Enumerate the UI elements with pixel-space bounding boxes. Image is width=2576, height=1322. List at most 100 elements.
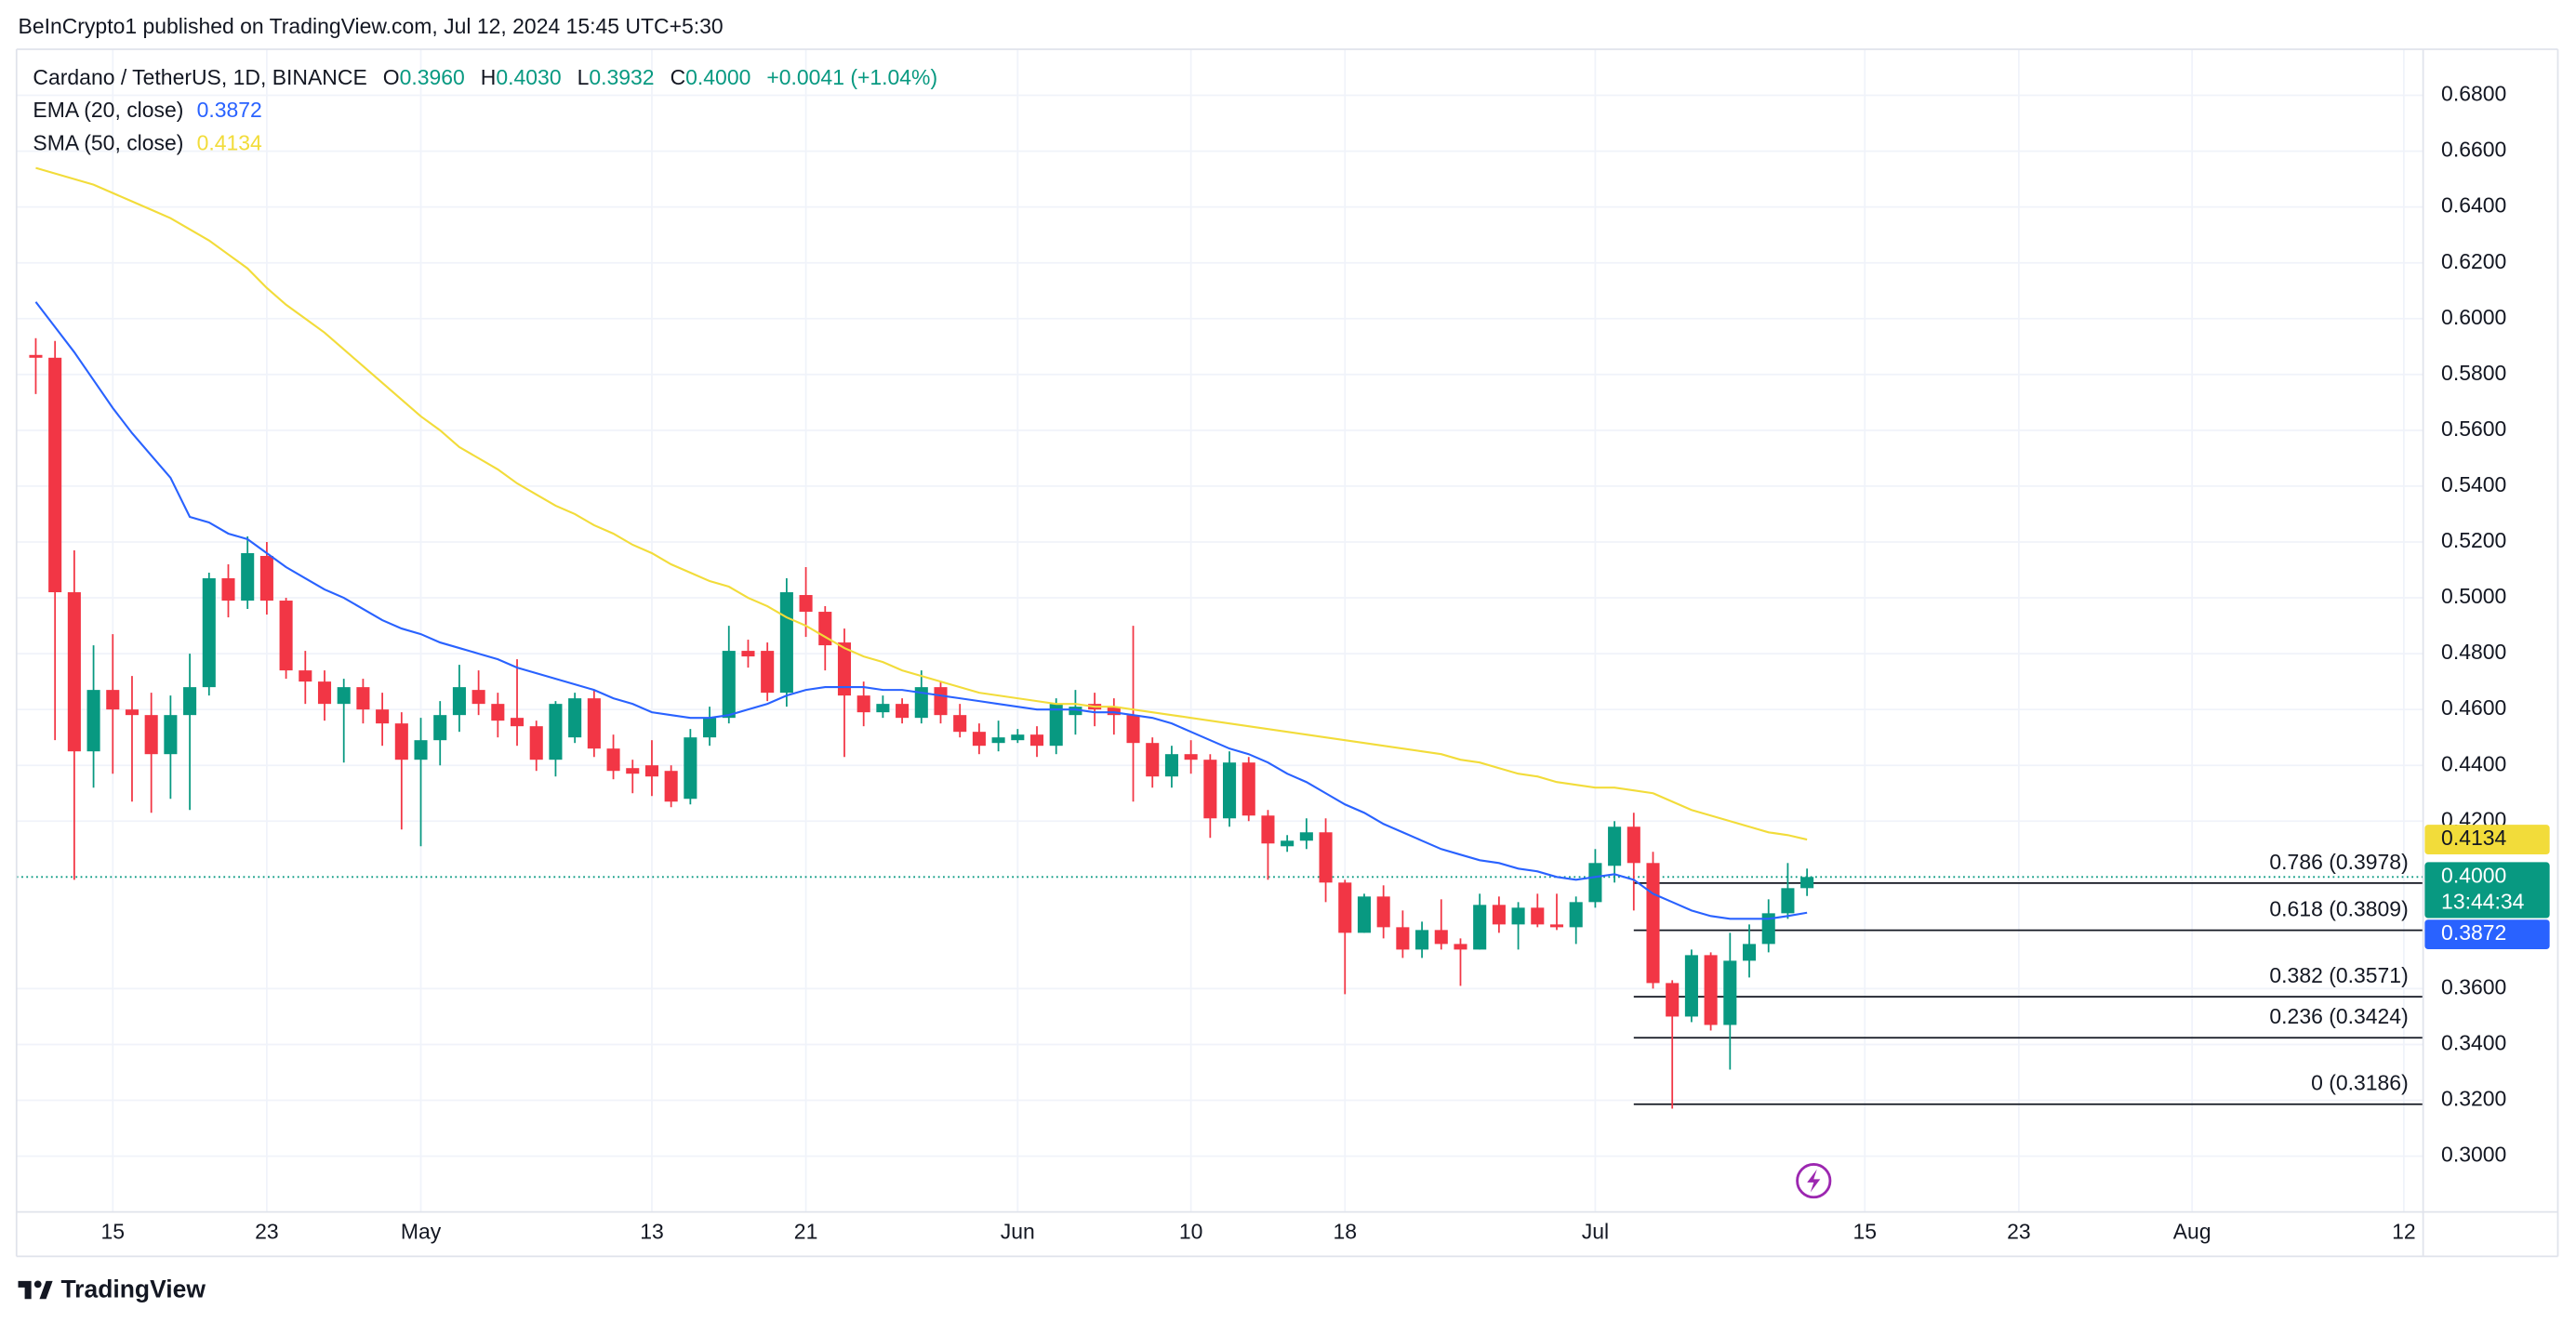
candle-body	[1588, 863, 1602, 903]
candle-body	[934, 687, 948, 716]
legend-change: +0.0041 (+1.04%)	[766, 65, 937, 89]
x-tick-label: 23	[2007, 1220, 2031, 1244]
candle-body	[1319, 832, 1333, 883]
candle-body	[221, 578, 235, 602]
x-tick-label: 10	[1179, 1220, 1203, 1244]
y-tick-label: 0.6800	[2441, 82, 2506, 106]
candle-body	[529, 726, 543, 760]
y-tick-label: 0.5600	[2441, 416, 2506, 441]
indicator-line	[34, 301, 1808, 920]
candle-body	[587, 698, 601, 749]
candle-body	[1531, 907, 1545, 925]
candle-body	[703, 718, 717, 738]
y-tick-label: 0.3400	[2441, 1031, 2506, 1055]
legend-value: 0.4134	[197, 131, 262, 155]
candle-body	[183, 687, 197, 716]
candle-body	[1029, 734, 1044, 747]
fib-label: 0.786 (0.3978)	[2269, 850, 2408, 874]
legend-sma: SMA (50, close) 0.4134	[33, 131, 262, 155]
indicator-line	[35, 166, 1808, 841]
candle-body	[452, 687, 466, 716]
x-tick-label: 15	[1852, 1220, 1877, 1244]
y-tick-label: 0.6000	[2441, 305, 2506, 329]
y-tick-label: 0.6400	[2441, 193, 2506, 218]
x-tick-label: 12	[2392, 1220, 2416, 1244]
header: BeInCrypto1 published on TradingView.com…	[19, 14, 724, 38]
price-label-box	[2424, 862, 2550, 919]
symbol: Cardano / TetherUS, 1D, BINANCE	[33, 65, 366, 89]
candle-body	[241, 552, 255, 602]
candle-body	[1242, 762, 1255, 816]
candle-body	[1684, 955, 1698, 1017]
candle-body	[394, 723, 408, 760]
price-label-text: 0.3872	[2441, 920, 2506, 945]
price-label-text: 0.4134	[2441, 826, 2506, 850]
candle-body	[1203, 760, 1217, 819]
legend-ema: EMA (20, close) 0.3872	[33, 98, 261, 122]
candle-body	[317, 681, 332, 705]
legend-name: SMA (50, close)	[33, 131, 183, 155]
legend-key: L	[578, 65, 590, 89]
candle-body	[722, 651, 736, 719]
candle-body	[1299, 832, 1313, 841]
fib-label: 0.382 (0.3571)	[2269, 963, 2408, 987]
candle-body	[664, 771, 678, 802]
candle-body	[914, 687, 928, 719]
candle-body	[684, 737, 697, 800]
candle-body	[856, 695, 870, 713]
candle-body	[1492, 905, 1506, 925]
candle-body	[972, 732, 986, 747]
candle-body	[106, 690, 120, 710]
fib-label: 0.618 (0.3809)	[2269, 897, 2408, 921]
candle-body	[1011, 734, 1025, 741]
x-tick-label: 15	[101, 1220, 126, 1244]
candle-body	[279, 601, 293, 671]
candle-body	[510, 718, 524, 727]
y-tick-label: 0.5000	[2441, 584, 2506, 608]
x-tick-label: Aug	[2173, 1220, 2211, 1244]
fib-label: 0.236 (0.3424)	[2269, 1004, 2408, 1028]
candle-body	[1742, 944, 1757, 961]
price-label-box	[2424, 825, 2550, 854]
candle-body	[1627, 826, 1640, 864]
y-tick-label: 0.4600	[2441, 695, 2506, 720]
candle-body	[491, 704, 505, 721]
x-tick-label: 18	[1333, 1220, 1357, 1244]
candle-body	[125, 709, 139, 716]
candle-body	[1454, 944, 1467, 950]
candle-body	[1511, 907, 1525, 925]
y-tick-label: 0.5200	[2441, 528, 2506, 552]
candle-body	[1434, 930, 1448, 945]
price-label-text: 0.4000	[2441, 863, 2506, 887]
candle-body	[1608, 826, 1622, 866]
footer-brand: TradingView	[60, 1275, 206, 1302]
candle-body	[337, 687, 351, 705]
candle-body	[356, 687, 370, 710]
candle-body	[471, 690, 485, 705]
candle-body	[1800, 877, 1814, 889]
candle-body	[818, 612, 832, 646]
x-tick-label: 23	[255, 1220, 279, 1244]
legend-key: H	[481, 65, 497, 89]
x-tick-label: 13	[640, 1220, 664, 1244]
candle-body	[1569, 902, 1583, 928]
x-tick-label: May	[401, 1220, 442, 1244]
event-icon[interactable]	[1796, 1163, 1832, 1199]
candle-body	[433, 715, 447, 741]
event-bolt	[1807, 1169, 1821, 1193]
candle-body	[991, 737, 1005, 744]
legend-value: 0.3932	[589, 65, 654, 89]
legend-main: Cardano / TetherUS, 1D, BINANCE O0.3960 …	[33, 65, 937, 89]
x-tick-label: Jun	[1001, 1220, 1035, 1244]
candle-body	[1126, 715, 1140, 744]
candle-body	[1338, 882, 1352, 933]
y-tick-label: 0.4400	[2441, 751, 2506, 775]
price-label-box	[2424, 919, 2550, 950]
candle-body	[1704, 955, 1718, 1025]
legend-value: 0.3872	[197, 98, 262, 122]
candle-body	[1396, 927, 1410, 950]
candle-body	[1376, 896, 1390, 928]
candle-body	[1184, 754, 1198, 760]
logo-part	[33, 1280, 42, 1289]
